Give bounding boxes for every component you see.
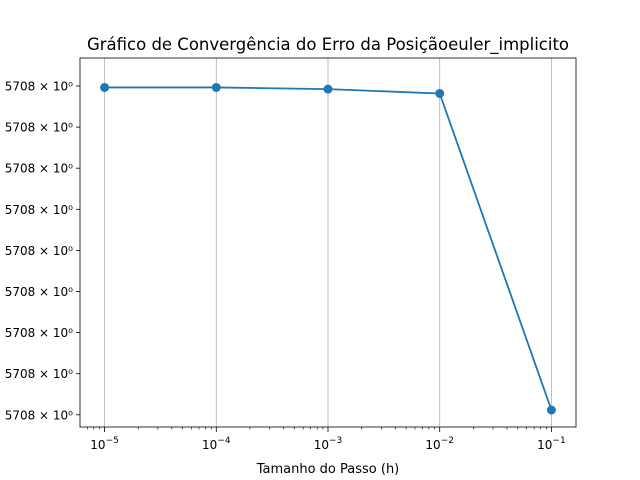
x-tick-label-base: 10	[537, 438, 552, 452]
y-tick-label: 5708 × 10⁰	[5, 203, 73, 217]
data-point	[100, 82, 110, 92]
x-tick-label: 10−4	[202, 436, 231, 452]
x-tick-label-base: 10	[202, 438, 217, 452]
y-tick-label: 5708 × 10⁰	[5, 244, 73, 258]
y-tick-label: 5708 × 10⁰	[5, 121, 73, 135]
x-tick-label-base: 10	[314, 438, 329, 452]
x-tick-label: 10−1	[537, 436, 566, 452]
x-tick-label-base: 10	[90, 438, 105, 452]
y-tick-label: 5708 × 10⁰	[5, 162, 73, 176]
y-tick-label: 5708 × 10⁰	[5, 80, 73, 94]
y-tick-label: 5708 × 10⁰	[5, 285, 73, 299]
data-point	[435, 88, 445, 98]
x-tick-label: 10−5	[90, 436, 119, 452]
data-point	[546, 405, 556, 415]
data-point	[323, 84, 333, 94]
y-ticks: 5708 × 10⁰ 5708 × 10⁰ 5708 × 10⁰ 5708 × 10⁰…	[5, 80, 80, 422]
x-tick-label-exponent: −5	[106, 436, 119, 446]
x-tick-label-exponent: −3	[329, 436, 342, 446]
series-layer	[100, 82, 556, 415]
x-tick-label-base: 10	[425, 438, 440, 452]
y-tick-label: 5708 × 10⁰	[5, 367, 73, 381]
x-tick-label: 10−2	[425, 436, 454, 452]
x-tick-label-exponent: −1	[552, 436, 565, 446]
x-tick-label: 10−3	[314, 436, 343, 452]
chart-title: Gráfico de Convergência do Erro da Posiç…	[87, 35, 569, 55]
x-ticks: 10−5 10−4 10−3 10−2 10−1	[86, 427, 566, 452]
data-point	[211, 82, 221, 92]
x-axis-label: Tamanho do Passo (h)	[256, 462, 400, 477]
y-tick-label: 5708 × 10⁰	[5, 326, 73, 340]
grid-layer	[104, 58, 552, 427]
x-tick-label-exponent: −2	[441, 436, 454, 446]
y-tick-label: 5708 × 10⁰	[5, 408, 73, 422]
x-tick-label-exponent: −4	[217, 436, 231, 446]
